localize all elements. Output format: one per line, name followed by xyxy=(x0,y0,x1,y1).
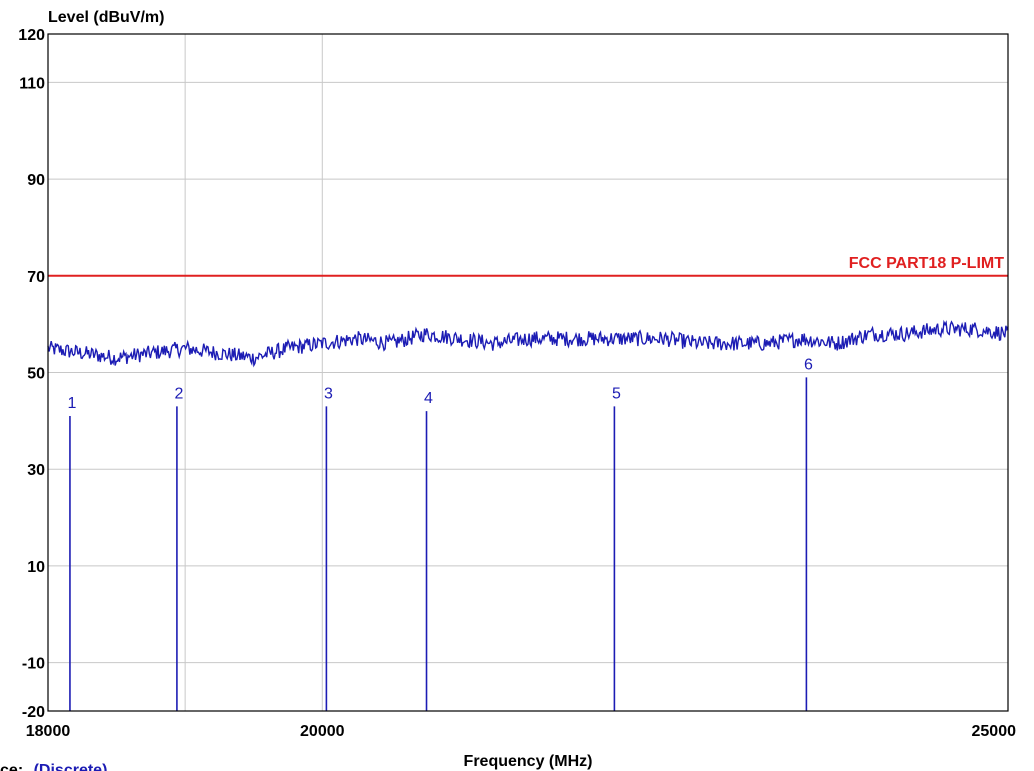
limit-label: FCC PART18 P-LIMT xyxy=(849,255,1004,272)
marker-label-4: 4 xyxy=(424,390,433,407)
y-tick-label: 110 xyxy=(19,75,45,92)
y-tick-label: 120 xyxy=(18,27,45,44)
y-tick-label: 70 xyxy=(27,269,45,286)
marker-group: 1 2 3 4 5 6 xyxy=(67,356,813,711)
limit-line-group: FCC PART18 P-LIMT xyxy=(48,255,1008,277)
marker-label-2: 2 xyxy=(174,385,183,402)
y-tick-label: 30 xyxy=(27,462,45,479)
plot-frame xyxy=(47,33,1009,712)
marker-label-3: 3 xyxy=(324,385,333,402)
y-tick-label: 50 xyxy=(27,366,45,383)
trace-line xyxy=(47,319,1009,368)
marker-label-6: 6 xyxy=(804,356,813,373)
marker-label-1: 1 xyxy=(67,395,76,412)
y-tick-labels: 120 110 90 70 50 30 10 -10 -20 xyxy=(18,27,45,721)
trace-footer: Trace: (Discrete) xyxy=(0,762,107,771)
y-tick-label: 10 xyxy=(27,559,45,576)
y-tick-label: 90 xyxy=(27,172,45,189)
x-tick-labels: 18000 20000 25000 xyxy=(26,723,1016,740)
x-tick-label: 25000 xyxy=(972,723,1017,740)
trace-footer-prefix: Trace: xyxy=(0,762,23,771)
grid-lines xyxy=(48,34,1008,711)
trace-footer-value: (Discrete) xyxy=(34,762,108,771)
marker-label-5: 5 xyxy=(612,385,621,402)
y-axis-title: Level (dBuV/m) xyxy=(48,9,164,26)
x-tick-label: 20000 xyxy=(300,723,345,740)
y-tick-label: -20 xyxy=(22,704,45,721)
x-axis-title: Frequency (MHz) xyxy=(464,753,593,770)
y-tick-label: -10 xyxy=(22,656,45,673)
x-tick-label: 18000 xyxy=(26,723,71,740)
